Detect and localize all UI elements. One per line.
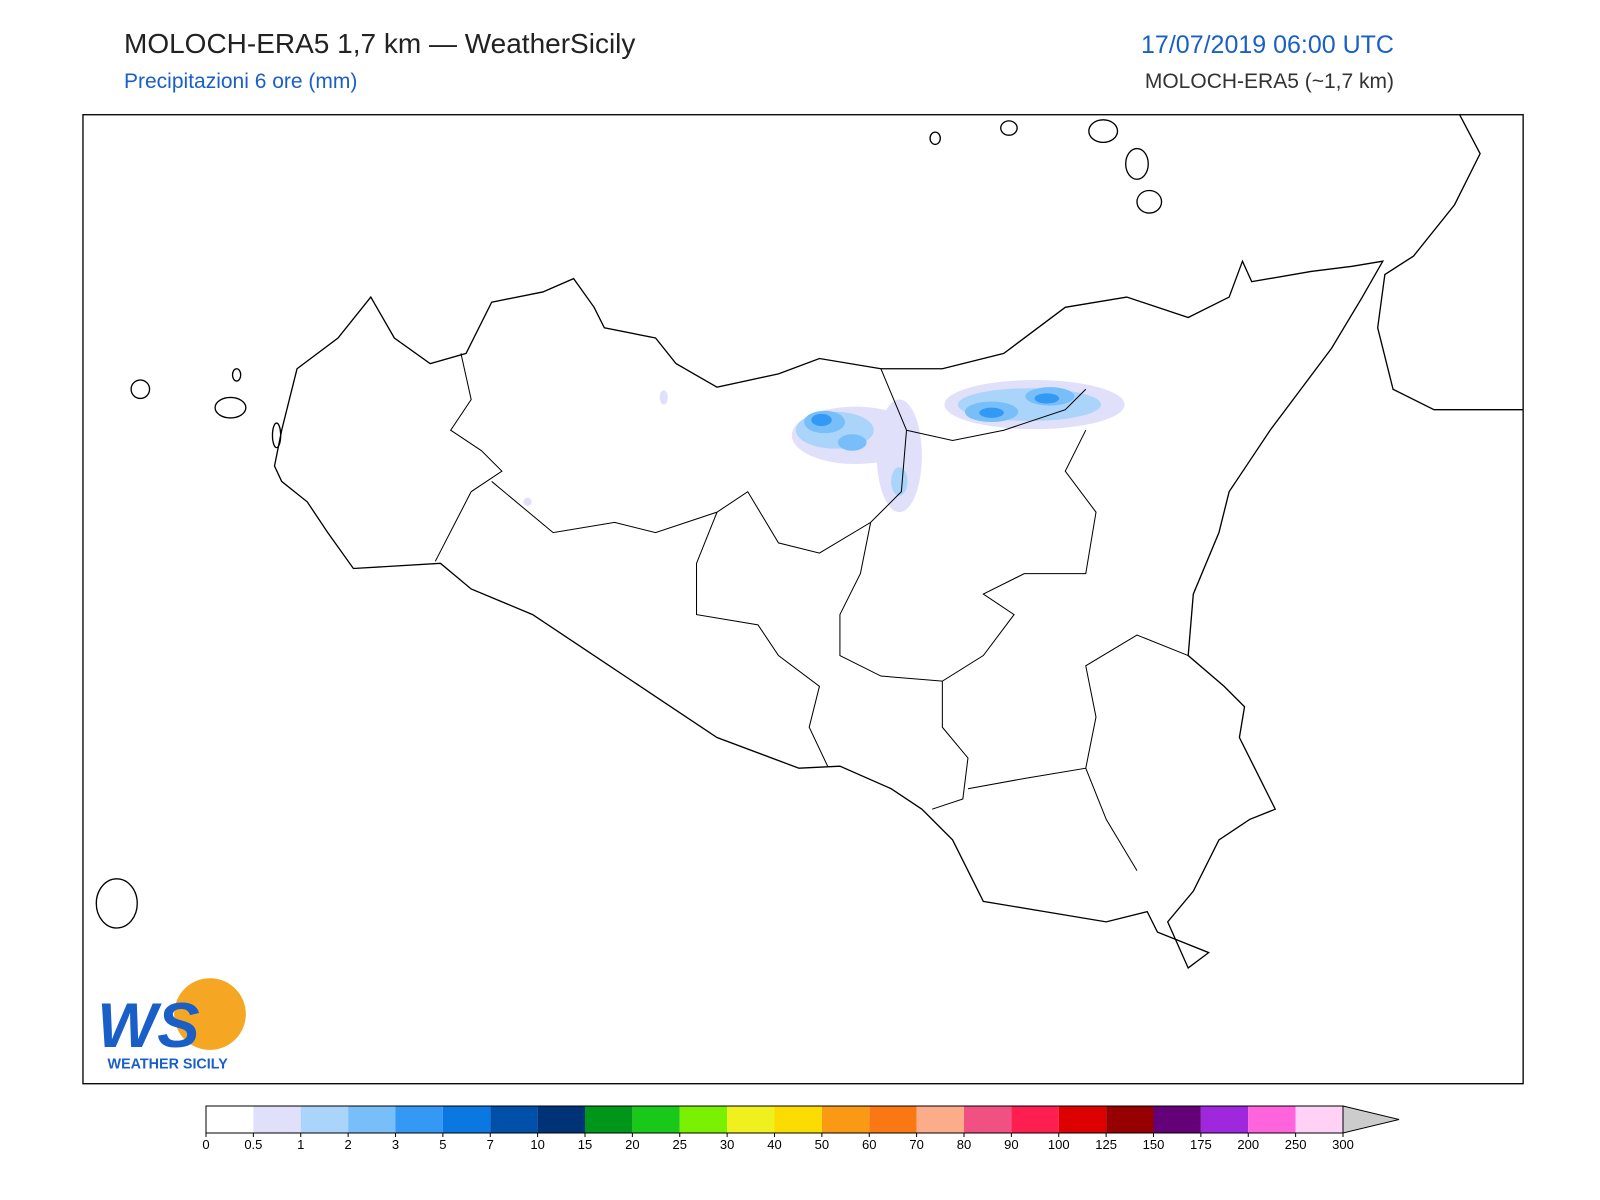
color-swatch — [585, 1106, 633, 1133]
color-swatch — [632, 1106, 680, 1133]
color-extend — [1342, 1105, 1400, 1134]
logo-text: WEATHER SICILY — [108, 1056, 229, 1072]
color-swatch — [964, 1106, 1012, 1133]
color-swatch — [727, 1106, 775, 1133]
color-swatch — [1106, 1106, 1154, 1133]
colorbar-label: 80 — [957, 1137, 971, 1152]
map: WS WEATHER SICILY — [82, 114, 1524, 1085]
colorbar-label: 0 — [202, 1137, 209, 1152]
title: MOLOCH-ERA5 1,7 km — WeatherSicily — [124, 28, 635, 59]
colorbar-label: 10 — [530, 1137, 544, 1152]
islands — [95, 119, 1163, 929]
color-swatch — [206, 1106, 254, 1133]
colorbar-label: 150 — [1143, 1137, 1165, 1152]
color-swatch — [916, 1106, 964, 1133]
sicily-coast — [273, 259, 1385, 969]
color-swatch — [821, 1106, 870, 1133]
model: MOLOCH-ERA5 (~1,7 km) — [1145, 70, 1394, 93]
datetime: 17/07/2019 06:00 UTC — [1141, 31, 1394, 59]
colorbar-label: 2 — [345, 1137, 352, 1152]
colorbar-label: 1 — [297, 1137, 304, 1152]
calabria-coast — [1377, 114, 1524, 411]
precipitation — [523, 380, 1125, 513]
color-swatch — [1011, 1106, 1059, 1133]
colorbar-label: 90 — [1004, 1137, 1018, 1152]
color-swatch — [395, 1106, 443, 1133]
color-swatch — [253, 1106, 301, 1133]
colorbar: 0 0.5 1 2 3 5 7 10 15 20 25 30 40 50 60 70 80 90 100 125 150… — [202, 1105, 1400, 1152]
colorbar-label: 250 — [1285, 1137, 1307, 1152]
colorbar-label: 15 — [578, 1137, 592, 1152]
color-swatch — [442, 1106, 491, 1133]
colorbar-label: 175 — [1190, 1137, 1212, 1152]
color-swatch — [774, 1106, 822, 1133]
province-borders — [434, 353, 1189, 871]
colorbar-label: 200 — [1237, 1137, 1259, 1152]
colorbar-label: 25 — [673, 1137, 687, 1152]
color-swatch — [869, 1106, 917, 1133]
color-swatch — [679, 1106, 728, 1133]
colorbar-label: 100 — [1048, 1137, 1070, 1152]
logo: WS WEATHER SICILY — [97, 978, 246, 1072]
colorbar-label: 125 — [1095, 1137, 1117, 1152]
color-swatch — [537, 1106, 585, 1133]
color-swatch — [348, 1106, 396, 1133]
color-swatch — [1248, 1106, 1296, 1133]
colorbar-label: 70 — [909, 1137, 923, 1152]
color-swatch — [1295, 1106, 1343, 1133]
colorbar-label: 20 — [625, 1137, 639, 1152]
colorbar-label: 60 — [862, 1137, 876, 1152]
colorbar-label: 0.5 — [244, 1137, 262, 1152]
color-swatch — [1200, 1106, 1249, 1133]
colorbar-label: 7 — [487, 1137, 494, 1152]
colorbar-label: 30 — [720, 1137, 734, 1152]
colorbar-label: 50 — [815, 1137, 829, 1152]
map-frame — [82, 114, 1524, 1085]
color-swatch — [1153, 1106, 1201, 1133]
color-swatch — [1058, 1106, 1107, 1133]
colorbar-label: 300 — [1332, 1137, 1354, 1152]
logo-mark: WS — [97, 991, 199, 1061]
colorbar-label: 5 — [439, 1137, 446, 1152]
colorbar-label: 40 — [767, 1137, 781, 1152]
colorbar-label: 3 — [392, 1137, 399, 1152]
subtitle: Precipitazioni 6 ore (mm) — [124, 70, 357, 93]
color-swatch — [300, 1106, 349, 1133]
color-swatch — [490, 1106, 538, 1133]
